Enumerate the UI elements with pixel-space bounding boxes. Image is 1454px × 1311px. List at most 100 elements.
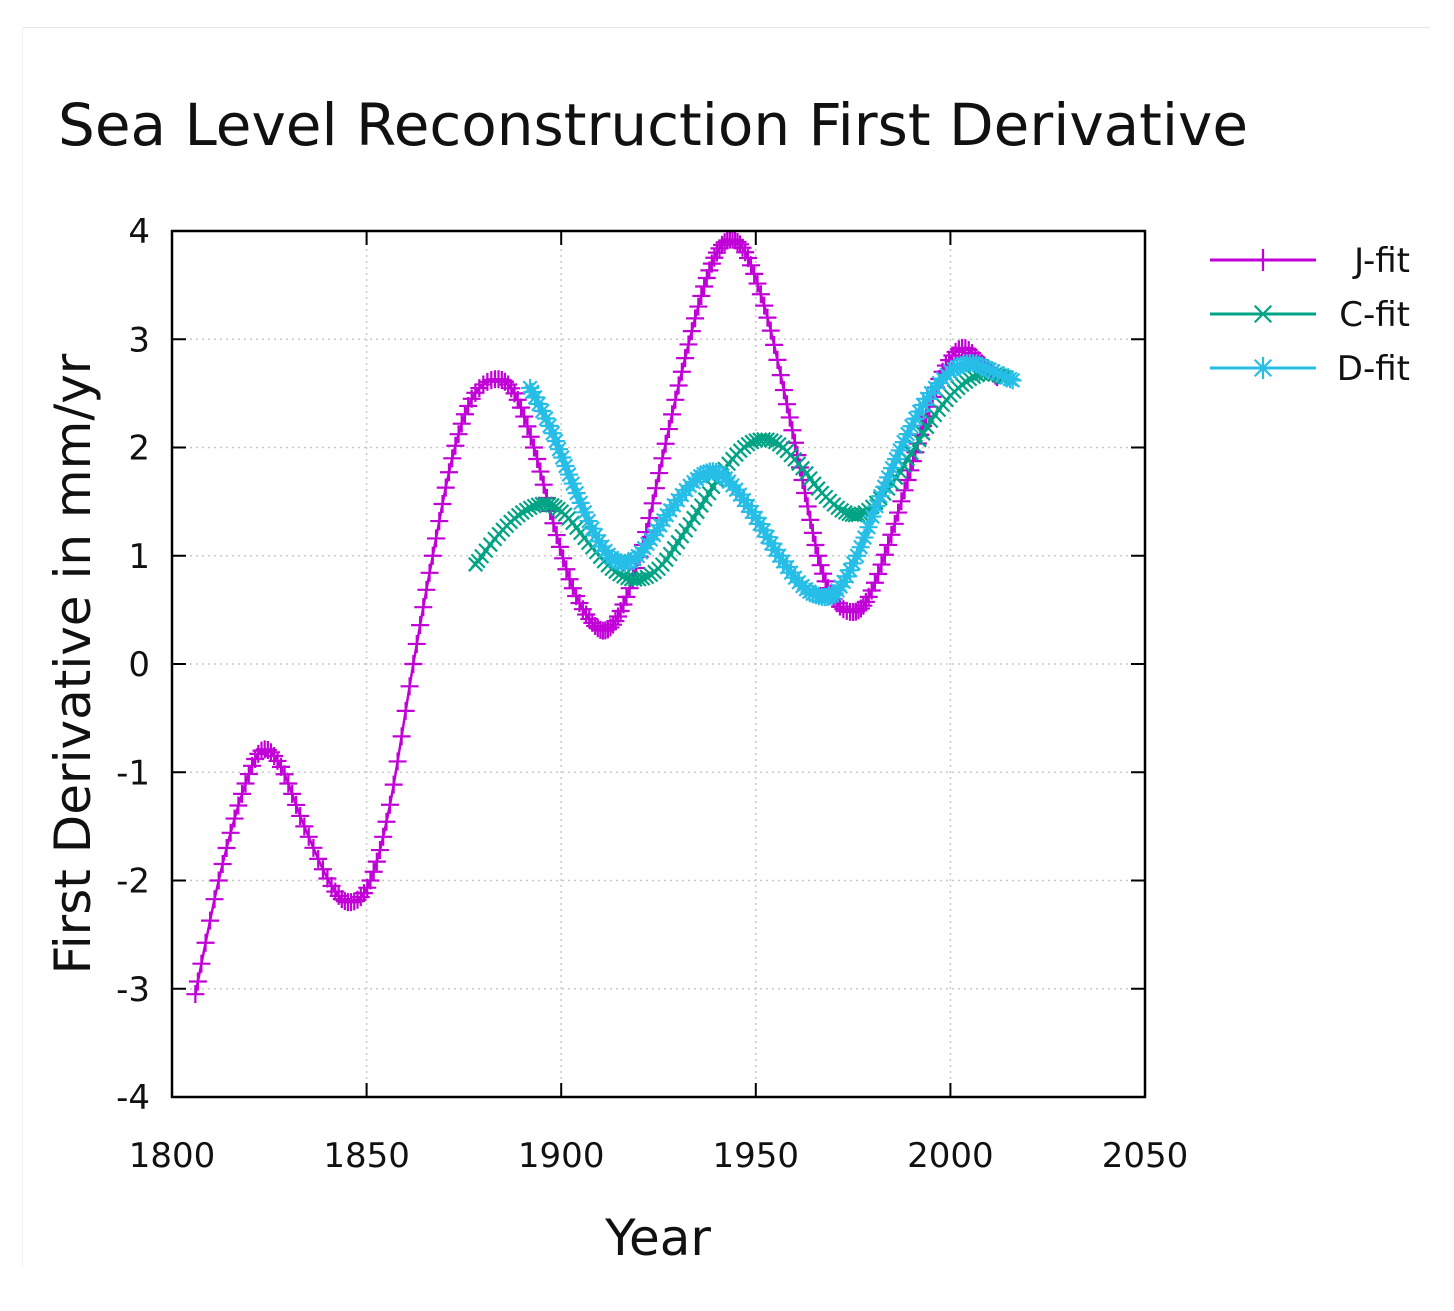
data-point bbox=[656, 434, 675, 453]
data-point bbox=[518, 502, 534, 518]
data-point bbox=[906, 409, 925, 428]
data-point bbox=[738, 496, 757, 515]
data-point bbox=[304, 838, 323, 857]
data-point bbox=[358, 878, 377, 897]
y-tick-label: 2 bbox=[128, 429, 150, 469]
data-point bbox=[692, 286, 711, 305]
data-point bbox=[801, 510, 820, 529]
series-D-fit bbox=[521, 354, 1022, 607]
data-point bbox=[875, 545, 894, 564]
data-point bbox=[654, 511, 673, 530]
data-point bbox=[844, 554, 863, 573]
y-tick-label: -3 bbox=[116, 970, 150, 1010]
data-point bbox=[392, 727, 411, 746]
data-point bbox=[236, 774, 255, 793]
data-point bbox=[770, 546, 789, 565]
data-point bbox=[862, 581, 881, 600]
data-point bbox=[436, 478, 455, 497]
data-point bbox=[521, 427, 540, 446]
data-point bbox=[973, 357, 992, 376]
top-divider bbox=[22, 27, 1430, 28]
y-tick-label: 4 bbox=[128, 212, 150, 252]
data-point bbox=[414, 598, 433, 617]
data-point bbox=[837, 567, 856, 586]
data-point bbox=[767, 434, 783, 450]
data-point bbox=[433, 494, 452, 513]
x-tick-label: 2050 bbox=[1102, 1136, 1189, 1176]
data-point bbox=[803, 584, 822, 603]
data-point bbox=[192, 954, 211, 973]
data-point bbox=[774, 381, 793, 400]
data-point bbox=[309, 849, 328, 868]
data-point bbox=[758, 308, 777, 327]
data-point bbox=[563, 579, 582, 598]
data-point bbox=[557, 560, 576, 579]
data-point bbox=[653, 449, 672, 468]
data-point bbox=[508, 390, 527, 409]
data-point bbox=[651, 516, 670, 535]
x-tick-label: 1850 bbox=[323, 1136, 410, 1176]
data-point bbox=[606, 551, 625, 570]
data-point bbox=[188, 972, 207, 991]
data-point bbox=[798, 497, 817, 516]
data-point bbox=[666, 390, 685, 409]
data-point bbox=[523, 382, 542, 401]
data-point bbox=[430, 512, 449, 531]
data-point bbox=[869, 565, 888, 584]
data-point bbox=[910, 402, 929, 421]
data-point bbox=[643, 494, 662, 513]
data-point bbox=[388, 752, 407, 771]
data-point bbox=[370, 841, 389, 860]
data-point bbox=[291, 806, 310, 825]
data-point bbox=[980, 360, 999, 379]
data-point bbox=[663, 405, 682, 424]
data-point bbox=[559, 465, 578, 484]
data-point bbox=[459, 396, 478, 415]
data-point bbox=[546, 432, 565, 451]
data-point bbox=[374, 827, 393, 846]
legend-label: D-fit bbox=[1337, 349, 1410, 389]
data-point bbox=[400, 677, 419, 696]
data-point bbox=[997, 368, 1016, 387]
data-point bbox=[882, 525, 901, 544]
data-point bbox=[754, 521, 773, 540]
data-point bbox=[811, 556, 830, 575]
data-point bbox=[734, 491, 753, 510]
data-point bbox=[771, 366, 790, 385]
data-point bbox=[534, 475, 553, 494]
data-point bbox=[635, 570, 651, 586]
y-tick-label: -4 bbox=[116, 1078, 150, 1118]
data-point bbox=[766, 540, 785, 559]
data-point bbox=[554, 549, 573, 568]
data-point bbox=[275, 765, 294, 784]
data-point bbox=[646, 479, 665, 498]
data-point bbox=[814, 564, 833, 583]
data-point bbox=[686, 309, 705, 328]
plot-area bbox=[186, 230, 1022, 1004]
data-point bbox=[279, 774, 298, 793]
data-point bbox=[803, 523, 822, 542]
data-point bbox=[364, 862, 383, 881]
data-point bbox=[367, 852, 386, 871]
data-point bbox=[529, 394, 548, 413]
data-point bbox=[762, 534, 781, 553]
data-point bbox=[522, 500, 538, 516]
data-point bbox=[746, 508, 765, 527]
data-point bbox=[707, 243, 726, 262]
data-point bbox=[351, 888, 370, 907]
data-point bbox=[890, 441, 909, 460]
data-point bbox=[659, 420, 678, 439]
data-point bbox=[831, 577, 850, 596]
data-point bbox=[988, 364, 1007, 383]
data-point bbox=[209, 871, 228, 890]
data-point bbox=[518, 417, 537, 436]
data-point bbox=[229, 796, 248, 815]
data-point bbox=[547, 526, 566, 545]
data-point bbox=[885, 514, 904, 533]
data-point bbox=[205, 890, 224, 909]
data-point bbox=[567, 484, 586, 503]
data-point bbox=[951, 356, 970, 375]
data-point bbox=[404, 655, 423, 673]
data-point bbox=[682, 322, 701, 341]
data-point bbox=[879, 468, 898, 487]
